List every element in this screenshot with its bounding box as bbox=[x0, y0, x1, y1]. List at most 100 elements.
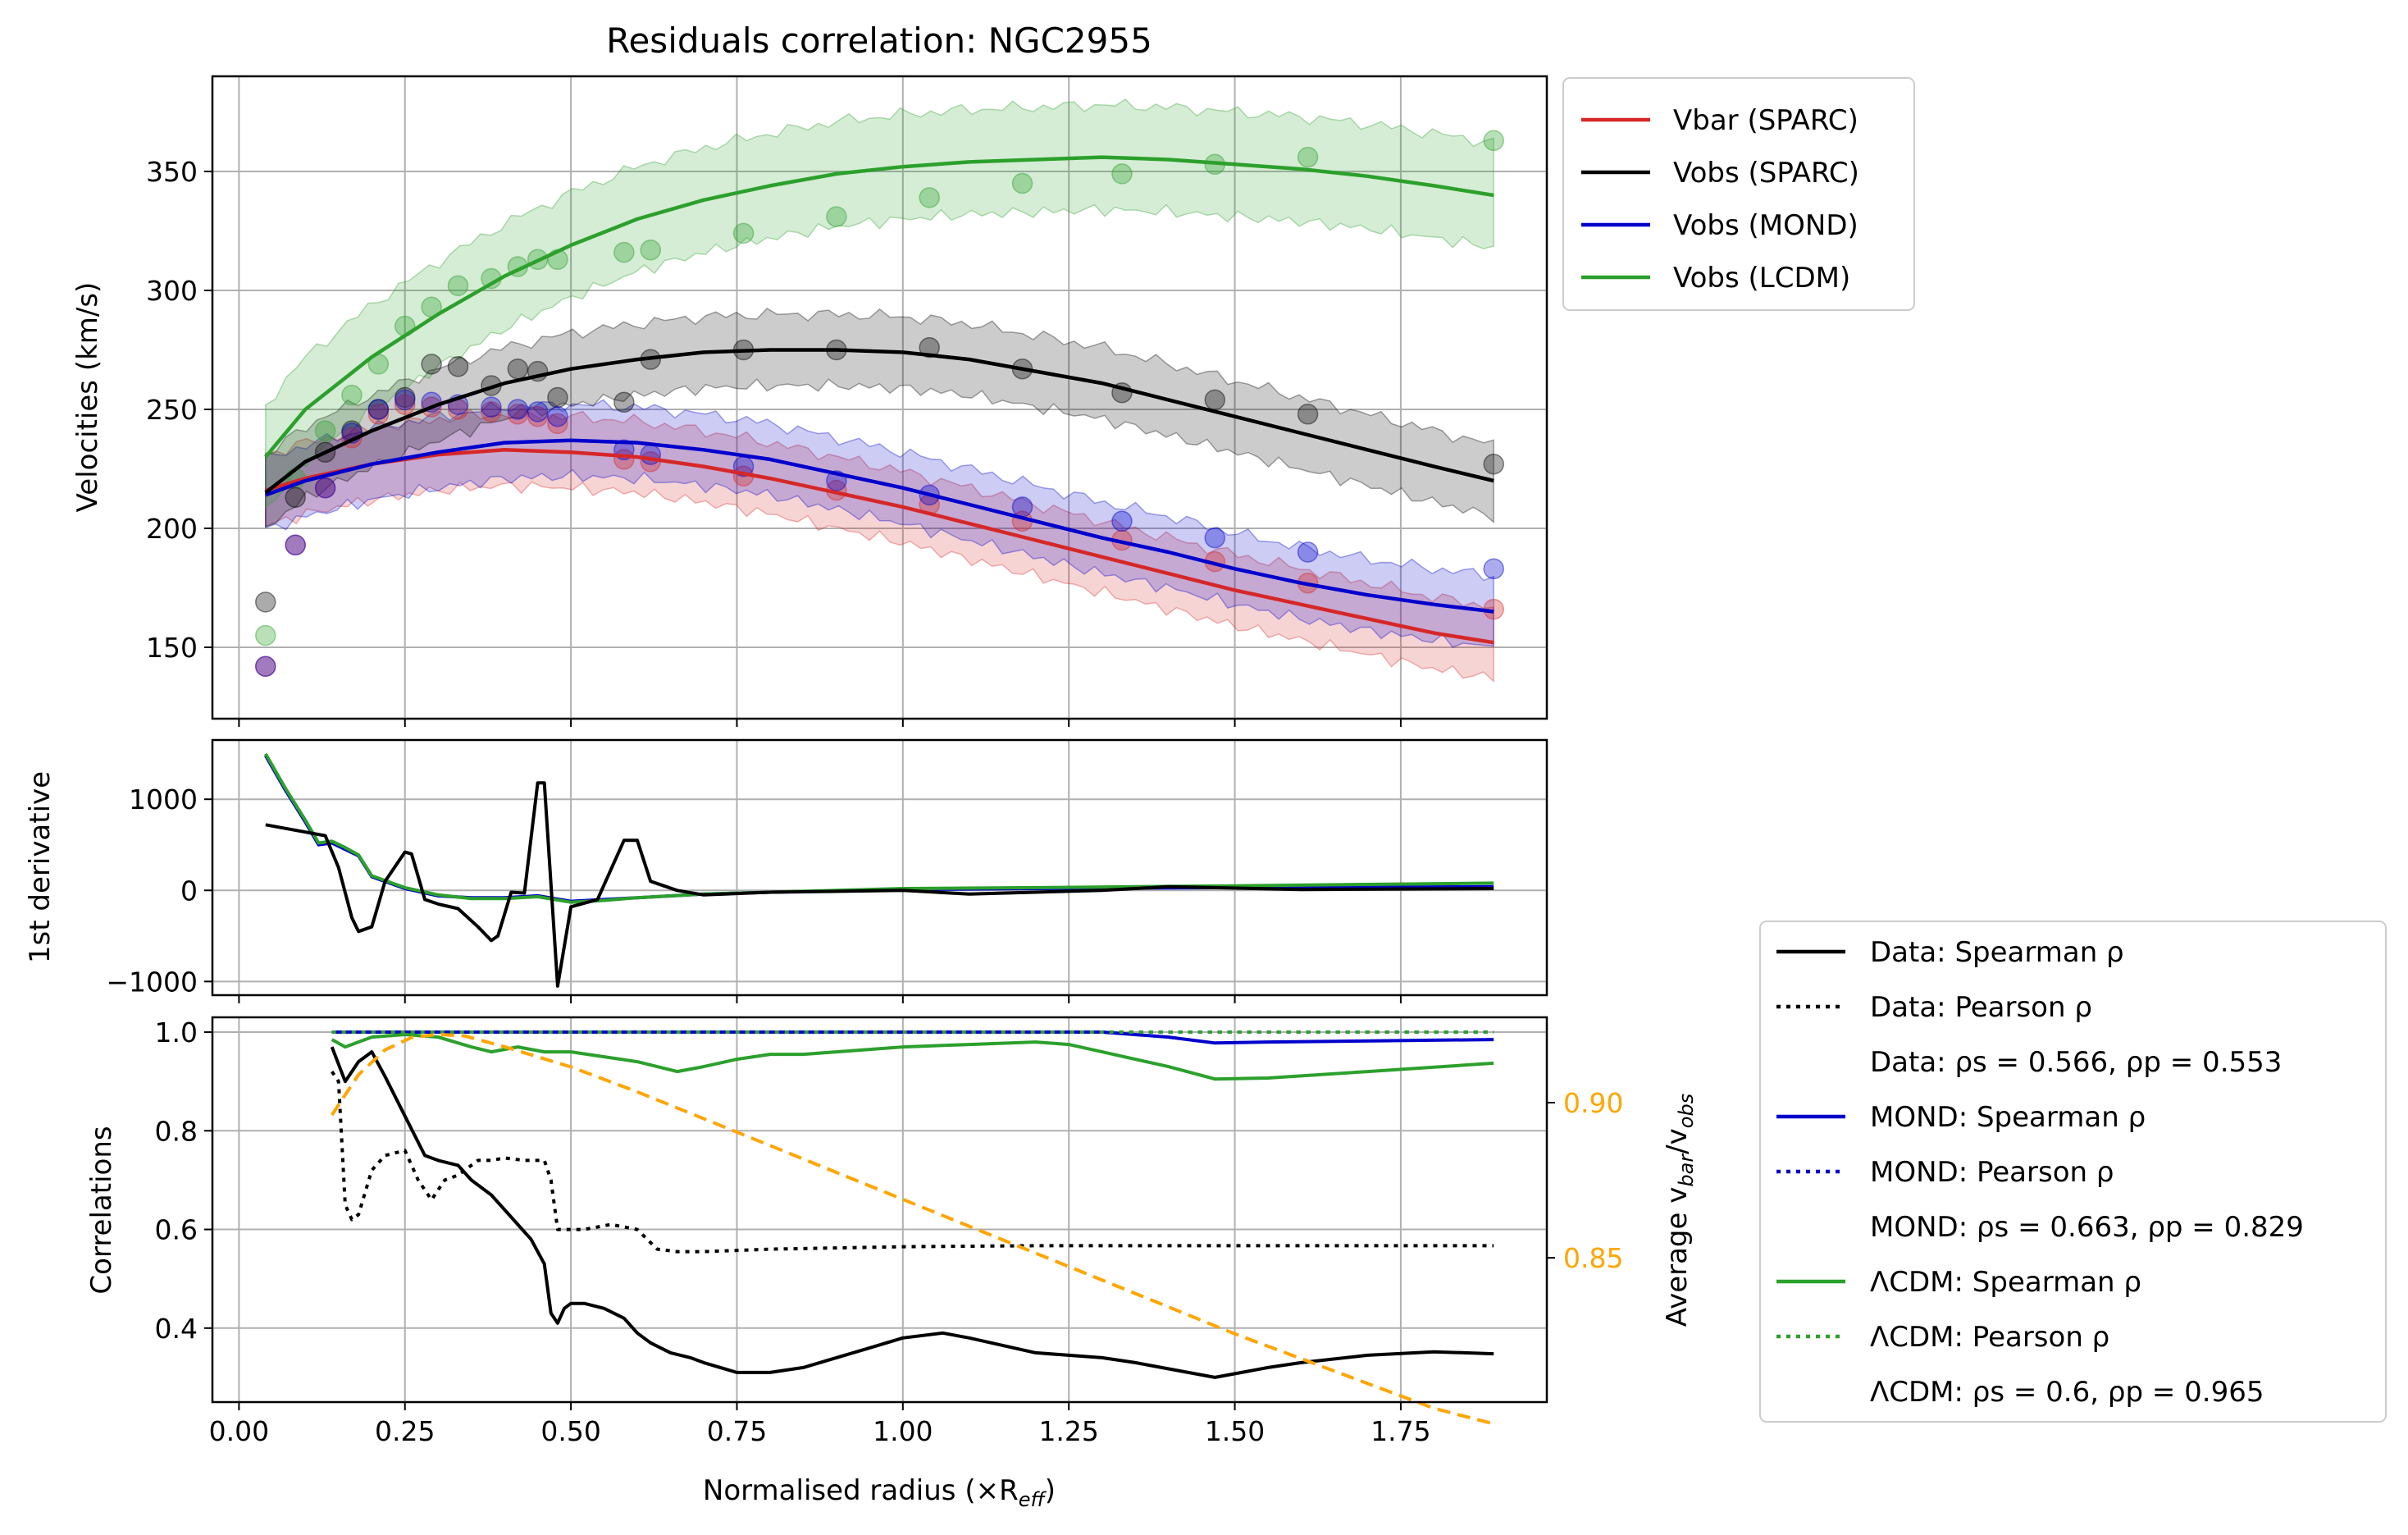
sparc-point bbox=[1204, 389, 1226, 411]
mond-point bbox=[1011, 496, 1033, 518]
correlation-legend-label: Data: Spearman ρ bbox=[1870, 936, 2124, 969]
mond-point bbox=[1483, 558, 1504, 580]
mond-band bbox=[265, 399, 1494, 649]
mond-point bbox=[1204, 527, 1226, 549]
sparc-solid-correlation-line bbox=[330, 1046, 1494, 1379]
mond-point bbox=[367, 399, 390, 420]
derivative-lines bbox=[264, 752, 1494, 988]
cor-xtick-label: 0.75 bbox=[707, 1415, 767, 1447]
cor-xtick-label: 1.25 bbox=[1038, 1415, 1098, 1447]
mond-point bbox=[527, 401, 549, 423]
vbar-band bbox=[265, 407, 1494, 683]
sparc-legend-label: Vobs (SPARC) bbox=[1673, 157, 1859, 190]
ratio-dashed-correlation-line bbox=[331, 1032, 1494, 1426]
correlation-legend-label: ΛCDM: ρs = 0.6, ρp = 0.965 bbox=[1870, 1376, 2264, 1409]
mond-solid-correlation-line bbox=[331, 1030, 1494, 1045]
lcdm-point bbox=[919, 187, 940, 208]
correlation-legend-label: MOND: Pearson ρ bbox=[1870, 1156, 2114, 1189]
velocities-legend: Vbar (SPARC) Vobs (SPARC) Vobs (MOND) Vobs … bbox=[1562, 77, 1915, 311]
correlation-legend-label: ΛCDM: Pearson ρ bbox=[1870, 1321, 2109, 1354]
sparc-point bbox=[447, 356, 469, 377]
lcdm-band bbox=[265, 98, 1494, 509]
lcdm-point bbox=[1483, 130, 1504, 152]
derivative-ticks: −1000 0 1000 bbox=[106, 783, 1402, 1003]
sparc-point bbox=[367, 399, 390, 420]
velocities-ylabel: Velocities (km/s) bbox=[71, 282, 104, 513]
mond-point bbox=[285, 534, 306, 556]
mond-velocity-line bbox=[265, 438, 1494, 614]
cor-xtick-label: 0.25 bbox=[375, 1415, 435, 1447]
lcdm-point bbox=[1011, 172, 1033, 194]
vel-ytick-label: 150 bbox=[146, 632, 198, 664]
vbar-point bbox=[314, 477, 336, 499]
vbar-point bbox=[527, 405, 549, 427]
sparc-point bbox=[547, 386, 568, 409]
vbar-point bbox=[255, 656, 276, 677]
sparc-point bbox=[394, 386, 416, 409]
correlation-legend-label: MOND: Spearman ρ bbox=[1870, 1101, 2146, 1134]
vbar-point bbox=[547, 413, 568, 435]
mond-legend-label: Vobs (MOND) bbox=[1673, 209, 1858, 242]
chart-title: Residuals correlation: NGC2955 bbox=[606, 21, 1152, 61]
vel-ytick-label: 350 bbox=[146, 156, 198, 188]
der-ytick-label: 1000 bbox=[129, 783, 198, 815]
vel-ytick-label: 200 bbox=[146, 513, 198, 545]
sparc-point bbox=[1483, 453, 1504, 475]
correlation-legend-label: MOND: ρs = 0.663, ρp = 0.829 bbox=[1870, 1211, 2304, 1244]
radius-xlabel: Normalised radius (×Reff) bbox=[703, 1474, 1056, 1511]
correlation-legend-label: ΛCDM: Spearman ρ bbox=[1870, 1266, 2141, 1299]
correlations-lines bbox=[330, 1030, 1494, 1426]
sparc-band bbox=[265, 308, 1494, 528]
cor-xtick-label: 0.50 bbox=[540, 1415, 600, 1447]
cor-ytick-label: 0.6 bbox=[155, 1214, 198, 1246]
velocities-bands bbox=[265, 98, 1494, 683]
sparc-derivative-line bbox=[265, 781, 1494, 988]
mond-point bbox=[547, 405, 568, 427]
ratio-ytick-label: 0.90 bbox=[1563, 1087, 1623, 1119]
vel-ytick-label: 250 bbox=[146, 394, 198, 426]
derivative-ylabel: 1st derivative bbox=[24, 771, 57, 963]
correlations-panel: 0.4 0.6 0.8 1.0 0.85 0.90 0.00 0.25 0.50 0.75 1.00… bbox=[85, 1016, 1698, 1511]
sparc-point bbox=[613, 391, 635, 413]
vbar-point bbox=[507, 404, 529, 425]
correlations-ticks: 0.4 0.6 0.8 1.0 0.85 0.90 0.00 0.25 0.50 0.75 1.00… bbox=[155, 1016, 1624, 1447]
correlations-legend-entries: Data: Spearman ρ Data: Pearson ρ Data: ρs … bbox=[1776, 936, 2304, 1409]
lcdm-point bbox=[640, 239, 661, 261]
mond-point bbox=[1297, 541, 1319, 563]
vbar-point bbox=[367, 404, 390, 425]
cor-ytick-label: 0.4 bbox=[155, 1313, 198, 1345]
lcdm-point bbox=[1111, 163, 1133, 185]
correlation-legend-label: Data: ρs = 0.566, ρp = 0.553 bbox=[1870, 1046, 2282, 1079]
sparc-point bbox=[919, 336, 940, 359]
lcdm-solid-correlation-line bbox=[331, 1033, 1494, 1081]
der-ytick-label: 0 bbox=[180, 875, 198, 907]
velocities-lines bbox=[264, 155, 1494, 645]
vel-ytick-label: 300 bbox=[146, 275, 198, 307]
correlation-legend-label: Data: Pearson ρ bbox=[1870, 991, 2092, 1024]
sparc-dotted-correlation-line bbox=[331, 1070, 1494, 1254]
sparc-velocity-line bbox=[264, 348, 1494, 495]
correlations-legend: Data: Spearman ρ Data: Pearson ρ Data: ρs … bbox=[1759, 921, 2387, 1423]
cor-ytick-label: 1.0 bbox=[155, 1016, 198, 1048]
lcdm-velocity-line bbox=[264, 155, 1494, 459]
sparc-point bbox=[1297, 404, 1319, 425]
ratio-ylabel: Average vbar/vobs bbox=[1661, 1094, 1698, 1327]
vbar-point bbox=[481, 401, 502, 423]
ratio-ytick-label: 0.85 bbox=[1563, 1242, 1623, 1274]
cor-xtick-label: 1.75 bbox=[1370, 1415, 1430, 1447]
vbar-point bbox=[285, 534, 306, 556]
lcdm-point bbox=[732, 222, 755, 244]
mond-point bbox=[314, 477, 336, 499]
correlations-ylabel: Correlations bbox=[85, 1126, 118, 1294]
derivative-panel: −1000 0 1000 1st derivative bbox=[24, 738, 1548, 1003]
lcdm-point bbox=[341, 384, 363, 406]
velocities-axes-frame bbox=[211, 75, 1548, 720]
lcdm-point bbox=[255, 624, 276, 646]
derivative-axes-frame bbox=[211, 738, 1548, 997]
velocities-panel: 150 200 250 300 350 Velocities (km/s) bbox=[71, 75, 1548, 727]
vbar-velocity-line bbox=[265, 448, 1494, 645]
cor-ytick-label: 0.8 bbox=[155, 1115, 198, 1147]
correlations-axes-frame bbox=[211, 1016, 1548, 1404]
vbar-legend-label: Vbar (SPARC) bbox=[1673, 104, 1858, 137]
